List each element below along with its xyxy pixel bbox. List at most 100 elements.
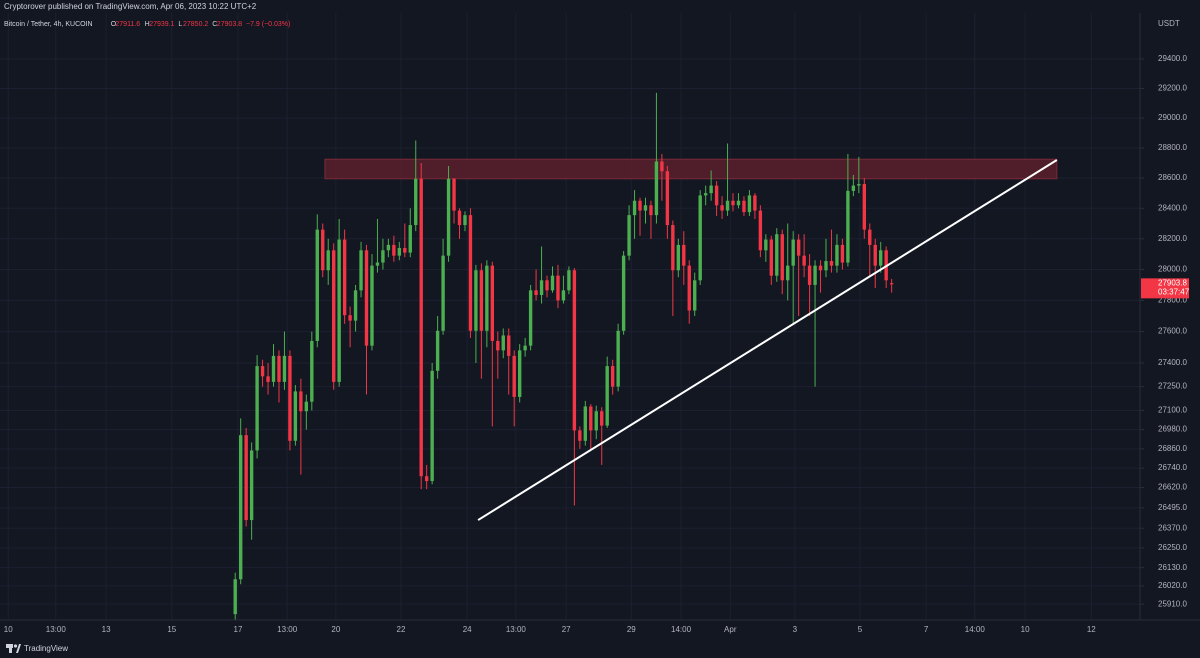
- candle-body: [331, 250, 336, 382]
- candle-body: [857, 184, 861, 186]
- candle-body: [266, 376, 270, 382]
- ohlc-label: H: [145, 21, 150, 28]
- candle-body: [441, 255, 445, 331]
- candle-body: [824, 261, 828, 271]
- candle-body: [545, 280, 549, 291]
- candle-body: [452, 178, 456, 211]
- last-price-label: 27903.8: [1158, 278, 1187, 287]
- x-tick-label: 3: [793, 625, 798, 634]
- brand-logo: [6, 644, 21, 653]
- candle-body: [255, 366, 259, 451]
- candle-body: [731, 200, 735, 206]
- candle-body: [720, 205, 724, 211]
- candle-body: [326, 250, 330, 271]
- x-tick-label: 12: [1087, 625, 1096, 634]
- candle-body: [747, 195, 752, 213]
- grid: [0, 0, 1140, 620]
- candle-body: [550, 275, 555, 291]
- candle-body: [638, 200, 642, 211]
- candle-body: [775, 234, 779, 276]
- candle-body: [818, 265, 823, 271]
- candle-body: [807, 265, 812, 285]
- candle-body: [643, 205, 648, 211]
- candle-body: [802, 255, 806, 266]
- candle-body: [753, 195, 757, 211]
- x-tick-label: 27: [562, 625, 571, 634]
- ohlc-value: 27939.1: [149, 21, 174, 28]
- candle-body: [594, 411, 598, 431]
- candle-body: [539, 280, 544, 295]
- symbol-title: Bitcoin / Tether, 4h, KUCOIN: [4, 21, 93, 28]
- x-tick-label: 7: [924, 625, 929, 634]
- candle-body: [654, 161, 659, 216]
- candle-body: [851, 185, 856, 191]
- x-tick-label: 22: [397, 625, 406, 634]
- candle-body: [534, 290, 538, 295]
- candle-body: [501, 335, 505, 351]
- candle-body: [671, 225, 675, 271]
- candle-body: [468, 215, 473, 331]
- candle-body: [381, 250, 385, 263]
- candle-body: [238, 435, 243, 580]
- candle-body: [435, 330, 440, 371]
- candle-body: [359, 250, 363, 291]
- candle-body: [528, 290, 533, 346]
- candle-body: [249, 450, 254, 521]
- candle-body: [299, 391, 303, 412]
- footer-brand: TradingView: [24, 644, 68, 653]
- candle-body: [764, 239, 768, 251]
- axes: 29400.0 29200.0 29000.0 28800.0 28600.0 28400…: [4, 54, 1190, 634]
- candle-body: [600, 411, 604, 426]
- x-tick-label: 17: [234, 625, 243, 634]
- ohlc-value: 27850.2: [183, 21, 208, 28]
- y-tick-label: 28400.0: [1158, 203, 1187, 212]
- candle-body: [523, 345, 527, 351]
- candle-body: [304, 401, 309, 412]
- candle-body: [370, 265, 374, 346]
- y-tick-label: 26980.0: [1158, 425, 1187, 434]
- y-tick-label: 28600.0: [1158, 173, 1187, 182]
- ohlc-label: C: [212, 21, 217, 28]
- y-tick-label: 27800.0: [1158, 296, 1187, 305]
- candle-body: [829, 261, 834, 266]
- trendline: [477, 159, 1058, 521]
- candle-body: [271, 355, 276, 382]
- candle-body: [616, 330, 620, 387]
- candle-body: [561, 290, 566, 301]
- candle-body: [742, 200, 746, 213]
- candle-body: [512, 355, 516, 397]
- x-tick-label: 24: [463, 625, 472, 634]
- y-tick-label: 26130.0: [1158, 563, 1187, 572]
- y-tick-label: 27250.0: [1158, 382, 1187, 391]
- candle-body: [485, 265, 489, 331]
- candle-body: [786, 265, 790, 281]
- y-tick-label: 29200.0: [1158, 84, 1187, 93]
- y-tick-label: 27400.0: [1158, 358, 1187, 367]
- candle-body: [446, 178, 451, 256]
- candle-body: [348, 315, 352, 321]
- candle-body: [627, 215, 631, 256]
- candle-body: [725, 200, 730, 211]
- ohlc-label: L: [178, 21, 182, 28]
- candle-body: [260, 366, 265, 377]
- candle-body: [288, 355, 292, 441]
- x-tick-label: 13: [102, 625, 111, 634]
- candle-body: [496, 340, 500, 351]
- candle-body: [277, 355, 281, 382]
- candle-body: [293, 391, 298, 441]
- y-tick-label: 28200.0: [1158, 234, 1187, 243]
- last-price-box: [1141, 278, 1189, 299]
- candle-body: [430, 370, 434, 482]
- candle-body: [353, 290, 358, 321]
- candle-body: [490, 265, 495, 341]
- candle-body: [649, 205, 653, 216]
- candle-body: [698, 195, 702, 281]
- x-tick-label: 14:00: [965, 625, 986, 634]
- candle-body: [583, 406, 588, 441]
- x-tick-label: 29: [627, 625, 636, 634]
- candle-body: [507, 335, 511, 356]
- candle-body: [660, 161, 664, 172]
- candle-body: [703, 193, 708, 196]
